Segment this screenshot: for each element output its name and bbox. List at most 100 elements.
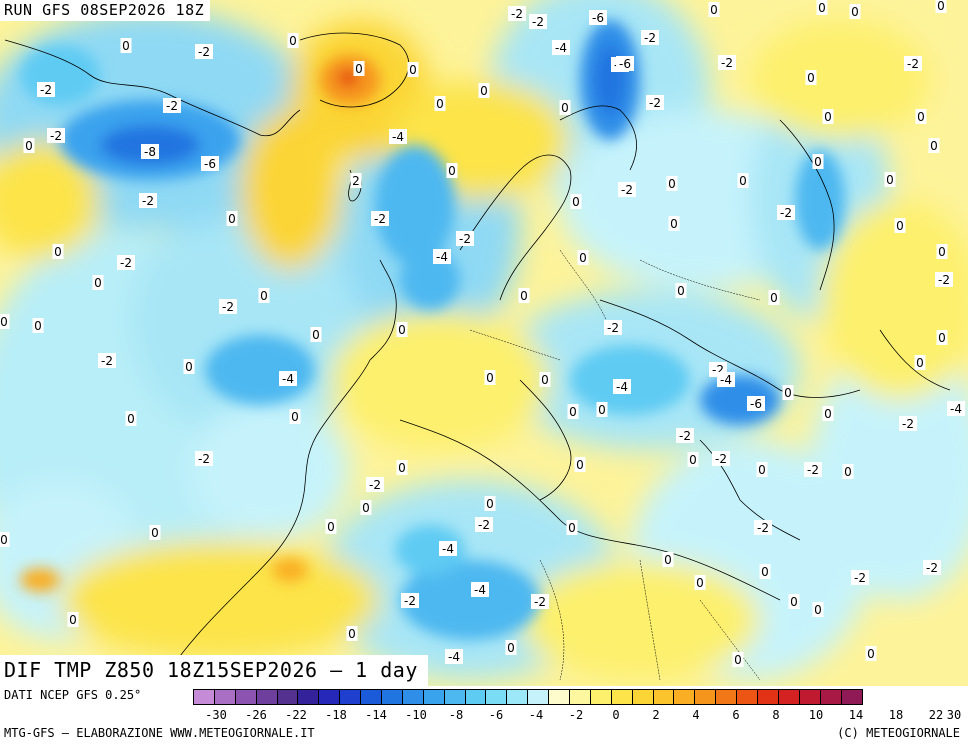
color-swatch	[819, 689, 842, 705]
color-swatch	[339, 689, 362, 705]
isoline-label: -2	[935, 272, 953, 287]
isoline-label: -2	[475, 517, 493, 532]
isoline-label: -2	[117, 255, 135, 270]
color-swatch	[610, 689, 633, 705]
color-swatch	[694, 689, 717, 705]
isoline-label: 0	[289, 409, 301, 424]
isoline-label: 0	[23, 138, 35, 153]
isoline-label: 0	[759, 564, 771, 579]
svg-text:0: 0	[896, 219, 904, 233]
svg-text:0: 0	[448, 164, 456, 178]
color-swatch	[757, 689, 779, 705]
isoline-label: 0	[577, 250, 589, 265]
isoline-label: -6	[747, 396, 765, 411]
svg-text:2: 2	[352, 174, 360, 188]
svg-text:-2: -2	[534, 595, 546, 609]
svg-text:0: 0	[790, 595, 798, 609]
svg-text:0: 0	[579, 251, 587, 265]
isoline-label: -2	[646, 95, 664, 110]
isoline-label: 0	[822, 109, 834, 124]
isoline-label: -8	[141, 144, 159, 159]
isoline-label: 0	[32, 318, 44, 333]
color-swatch	[798, 689, 821, 705]
isoline-label: 0	[407, 62, 419, 77]
isoline-label: 0	[353, 61, 365, 76]
isoline-label: -2	[508, 6, 526, 21]
svg-text:0: 0	[937, 0, 945, 13]
svg-text:-2: -2	[50, 129, 62, 143]
isoline-label: -2	[195, 451, 213, 466]
isoline-label: 0	[915, 109, 927, 124]
color-swatch	[673, 689, 696, 705]
isoline-label: 0	[360, 500, 372, 515]
isoline-label: 0	[484, 496, 496, 511]
svg-text:0: 0	[127, 412, 135, 426]
isoline-label: -2	[139, 193, 157, 208]
color-swatch	[276, 689, 299, 705]
isoline-label: 0	[92, 275, 104, 290]
isoline-label: 0	[675, 283, 687, 298]
svg-text:0: 0	[409, 63, 417, 77]
color-swatch	[443, 689, 466, 705]
svg-text:0: 0	[818, 1, 826, 15]
svg-text:-2: -2	[369, 478, 381, 492]
svg-text:-6: -6	[204, 157, 216, 171]
isoline-label: -2	[804, 462, 822, 477]
isoline-label: -4	[439, 541, 457, 556]
svg-text:-2: -2	[222, 300, 234, 314]
color-scale-ticks: -30 -26 -22 -18 -14 -10 -8 -6 -4 -2 0 2 4 6 8 10 14 18 22 3…	[194, 708, 964, 722]
svg-text:0: 0	[814, 603, 822, 617]
footer: DATI NCEP GFS 0.25° -30 -26 -22 -18 -14 -10 -8…	[0, 686, 968, 745]
isoline-label: 0	[67, 612, 79, 627]
isoline-label: -6	[201, 156, 219, 171]
isoline-label: 0	[484, 370, 496, 385]
svg-text:0: 0	[867, 647, 875, 661]
isoline-label: 0	[505, 640, 517, 655]
svg-text:0: 0	[569, 405, 577, 419]
color-swatch	[464, 689, 487, 705]
isoline-label: 0	[805, 70, 817, 85]
isoline-label: -4	[279, 371, 297, 386]
color-scale-tick-label: -6	[488, 708, 504, 722]
svg-text:0: 0	[151, 526, 159, 540]
svg-text:0: 0	[507, 641, 515, 655]
svg-text:-4: -4	[720, 373, 732, 387]
color-swatch	[234, 689, 257, 705]
svg-text:0: 0	[572, 195, 580, 209]
isoline-label: 0	[310, 327, 322, 342]
svg-text:0: 0	[930, 139, 938, 153]
copyright-label: (C) METEOGIORNALE	[837, 726, 960, 740]
isoline-label: 0	[226, 211, 238, 226]
isoline-label: 0	[183, 359, 195, 374]
color-scale-tick-label: 18	[888, 708, 904, 722]
isoline-label: -2	[777, 205, 795, 220]
isoline-label: 0	[396, 460, 408, 475]
svg-text:0: 0	[761, 565, 769, 579]
svg-text:-2: -2	[511, 7, 523, 21]
svg-text:-2: -2	[621, 183, 633, 197]
isoline-label: 0	[539, 372, 551, 387]
color-scale-tick-label: -26	[245, 708, 267, 722]
color-scale-tick-label: 8	[772, 708, 780, 722]
svg-text:0: 0	[696, 576, 704, 590]
svg-text:-2: -2	[198, 45, 210, 59]
svg-text:-2: -2	[649, 96, 661, 110]
svg-text:-2: -2	[644, 31, 656, 45]
svg-text:-4: -4	[442, 542, 454, 556]
color-scale-tick-label: -10	[405, 708, 427, 722]
isoline-label: -4	[445, 649, 463, 664]
svg-text:0: 0	[689, 453, 697, 467]
svg-text:0: 0	[436, 97, 444, 111]
isoline-label: -4	[717, 372, 735, 387]
svg-text:0: 0	[568, 521, 576, 535]
isoline-label: 0	[346, 626, 358, 641]
color-scale-tick-label: 30	[946, 708, 962, 722]
svg-text:-2: -2	[40, 83, 52, 97]
isoline-label: -2	[401, 593, 419, 608]
svg-text:-4: -4	[282, 372, 294, 386]
color-swatch	[652, 689, 675, 705]
svg-text:0: 0	[784, 386, 792, 400]
color-swatch	[297, 689, 320, 705]
svg-text:0: 0	[54, 245, 62, 259]
isoline-label: 0	[756, 462, 768, 477]
